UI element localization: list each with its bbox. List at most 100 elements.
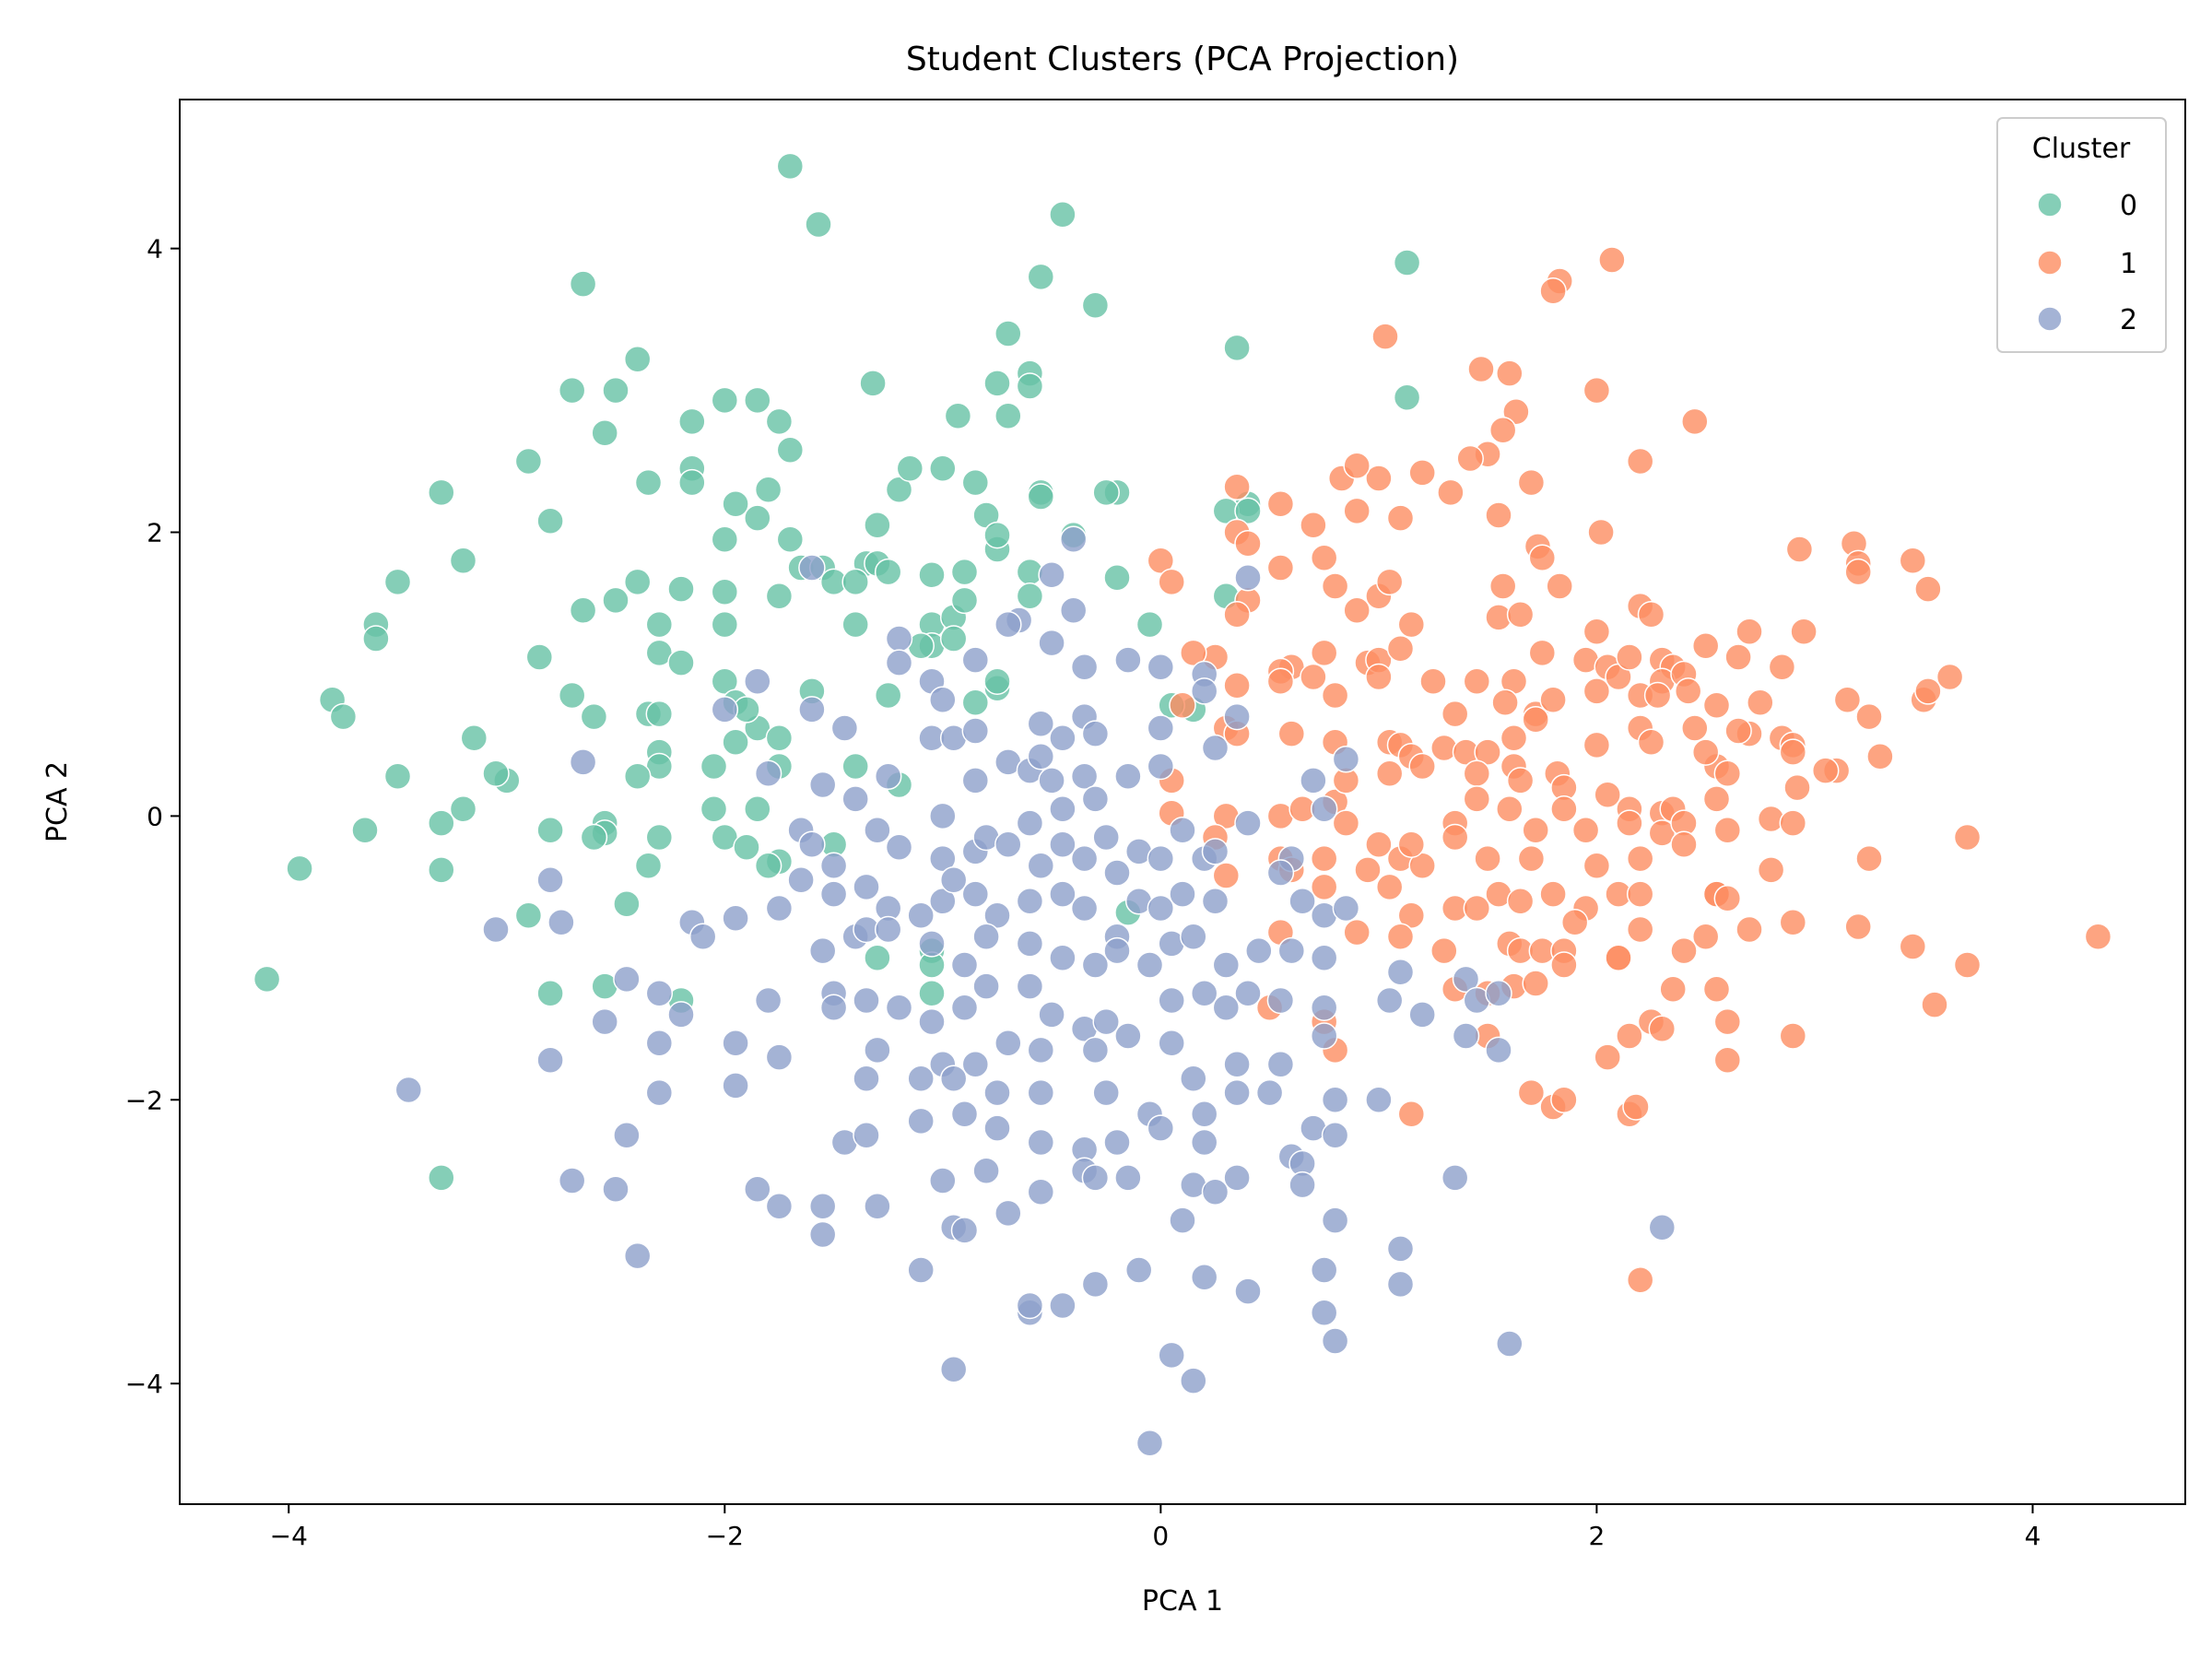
cluster-1-point [1626, 447, 1654, 476]
cluster-1-point [1517, 844, 1546, 873]
cluster-1-point [1371, 323, 1399, 350]
cluster-2-point [1081, 1036, 1110, 1065]
cluster-1-point [1783, 773, 1811, 802]
cluster-0-point [482, 759, 510, 787]
cluster-2-point [798, 554, 826, 582]
cluster-0-point [711, 386, 739, 415]
cluster-2-point [874, 915, 902, 944]
cluster-1-point [1735, 618, 1763, 646]
cluster-2-point [885, 833, 913, 862]
cluster-1-point [1343, 596, 1371, 624]
cluster-1-point [1343, 918, 1371, 947]
cluster-1-point [1223, 601, 1251, 629]
cluster-2-point [1223, 702, 1251, 731]
cluster-1-point [1643, 681, 1672, 710]
cluster-0-point [929, 454, 957, 482]
x-tick-label: 4 [2025, 1521, 2041, 1551]
cluster-2-point [1223, 1164, 1251, 1192]
cluster-2-point [722, 1072, 749, 1100]
cluster-0-point [428, 809, 455, 837]
cluster-0-point [569, 596, 597, 624]
cluster-1-point [1474, 844, 1501, 873]
cluster-2-point [1452, 965, 1480, 994]
cluster-2-point [1190, 980, 1218, 1007]
cluster-2-point [983, 1114, 1011, 1142]
cluster-2-point [1321, 1122, 1349, 1149]
x-tick-label: 0 [1152, 1521, 1169, 1551]
cluster-2-point [1169, 880, 1196, 908]
cluster-1-point [1594, 781, 1621, 809]
cluster-2-point [1169, 1206, 1196, 1234]
cluster-2-point [1092, 1007, 1120, 1036]
cluster-1-point [1921, 991, 1948, 1018]
cluster-0-point [711, 667, 739, 695]
cluster-2-point [1169, 817, 1196, 844]
cluster-2-point [1310, 994, 1338, 1021]
cluster-2-point [1103, 936, 1131, 965]
cluster-2-point [744, 667, 771, 695]
cluster-0-point [428, 856, 455, 884]
cluster-0-point [1081, 291, 1110, 319]
cluster-0-point [765, 582, 794, 610]
cluster-2-point [972, 972, 1000, 1000]
cluster-2-point [1038, 767, 1065, 794]
cluster-1-point [1674, 677, 1702, 705]
cluster-2-point [819, 994, 848, 1021]
cluster-0-point [944, 402, 972, 430]
cluster-2-point [994, 1199, 1022, 1228]
cluster-2-point [1201, 1178, 1230, 1206]
cluster-0-point [536, 817, 564, 844]
cluster-1-point [1506, 888, 1535, 915]
cluster-0-point [536, 980, 564, 1007]
cluster-1-point [1626, 880, 1654, 908]
cluster-0-point [1027, 263, 1055, 291]
cluster-0-point [514, 447, 543, 476]
cluster-0-point [776, 436, 805, 464]
cluster-1-point [1713, 1007, 1742, 1036]
cluster-1-point [1430, 936, 1458, 965]
cluster-1-point [1583, 376, 1611, 405]
cluster-0-point [383, 568, 412, 596]
cluster-1-point [1266, 489, 1295, 518]
cluster-2-point [482, 915, 510, 944]
cluster-1-point [1517, 468, 1546, 497]
cluster-1-point [1365, 465, 1393, 492]
cluster-1-point [1522, 970, 1549, 997]
cluster-2-point [885, 649, 913, 677]
cluster-2-point [983, 1078, 1011, 1107]
cluster-1-point [1310, 639, 1338, 667]
cluster-2-point [613, 1122, 641, 1149]
cluster-2-point [1321, 1327, 1349, 1355]
cluster-0-point [623, 345, 652, 373]
data-points [253, 152, 2112, 1457]
cluster-2-point [907, 1107, 935, 1135]
cluster-0-point [623, 568, 652, 596]
cluster-0-point [1103, 564, 1131, 592]
cluster-2-point [1190, 1128, 1218, 1157]
cluster-0-point [613, 890, 641, 918]
cluster-1-point [1616, 809, 1643, 837]
cluster-2-point [1288, 888, 1316, 915]
cluster-2-point [961, 1051, 990, 1078]
cluster-2-point [765, 1192, 794, 1220]
cluster-2-point [841, 785, 869, 813]
cluster-1-point [1441, 700, 1469, 728]
cluster-0-point [983, 667, 1011, 695]
cluster-0-point [744, 386, 771, 415]
cluster-2-point [645, 1078, 674, 1107]
cluster-0-point [678, 407, 706, 436]
cluster-2-point [1038, 1001, 1065, 1029]
cluster-2-point [1147, 752, 1175, 781]
cluster-1-point [1539, 880, 1567, 908]
cluster-1-point [1594, 1043, 1621, 1071]
cluster-2-point [1321, 1086, 1349, 1114]
cluster-1-point [1914, 677, 1942, 705]
cluster-2-point [1408, 1001, 1436, 1029]
cluster-1-point [1899, 933, 1927, 960]
cluster-1-point [1223, 672, 1251, 700]
cluster-0-point [885, 476, 913, 504]
cluster-1-point [1517, 1078, 1546, 1107]
cluster-2-point [591, 1007, 618, 1036]
cluster-0-point [841, 752, 869, 781]
